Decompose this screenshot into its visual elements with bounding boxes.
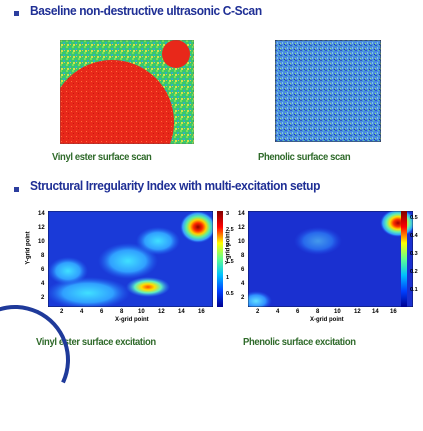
caption-phenolic-scan: Phenolic surface scan — [258, 151, 351, 163]
left-plot-ylabel: Y-grid point — [25, 231, 32, 265]
caption-vinyl-excitation: Vinyl ester surface excitation — [36, 336, 156, 348]
vinyl-ester-excitation-plot: Y-grid point 14 12 10 8 6 4 2 — [20, 205, 234, 335]
xtick: 12 — [354, 309, 361, 315]
ytick: 4 — [41, 281, 45, 287]
vinyl-ester-cscan-image — [50, 39, 195, 184]
right-plot-ylabel: Y-grid point — [225, 231, 232, 265]
right-contour-map — [248, 211, 413, 307]
xtick: 4 — [276, 309, 280, 315]
ytick: 2 — [241, 295, 245, 301]
vinyl-ester-cscan — [50, 39, 195, 184]
xtick: 8 — [316, 309, 320, 315]
ytick: 10 — [238, 239, 245, 245]
ytick: 4 — [241, 281, 245, 287]
cbtick: 1 — [226, 275, 230, 281]
cbtick: 0.2 — [410, 269, 418, 275]
cbtick: 2.5 — [226, 227, 234, 233]
cbtick: 2 — [226, 243, 230, 249]
ytick: 14 — [238, 211, 245, 217]
xtick: 16 — [390, 309, 397, 315]
left-contour-map — [48, 211, 213, 307]
ytick: 10 — [38, 239, 45, 245]
xtick: 16 — [198, 309, 205, 315]
cbtick: 3 — [226, 211, 230, 217]
ytick: 14 — [38, 211, 45, 217]
ytick: 6 — [41, 267, 45, 273]
xtick: 6 — [296, 309, 300, 315]
right-plot-xlabel: X-grid point — [310, 317, 344, 323]
section1-heading: Baseline non-destructive ultrasonic C-Sc… — [30, 3, 262, 18]
phenolic-cscan — [274, 39, 382, 143]
caption-vinyl-scan: Vinyl ester surface scan — [52, 151, 152, 163]
right-colorbar — [401, 211, 407, 307]
bullet-1 — [14, 11, 19, 16]
left-plot-xlabel: X-grid point — [115, 317, 149, 323]
phenolic-cscan-image — [274, 39, 382, 143]
xtick: 2 — [60, 309, 64, 315]
ytick: 2 — [41, 295, 45, 301]
cbtick: 0.5 — [410, 215, 418, 221]
left-colorbar — [217, 211, 223, 307]
cbtick: 0.4 — [410, 233, 418, 239]
caption-phenolic-excitation: Phenolic surface excitation — [243, 336, 356, 348]
cbtick: 0.3 — [410, 251, 418, 257]
bullet-2 — [14, 187, 19, 192]
section2-heading: Structural Irregularity Index with multi… — [30, 178, 321, 193]
xtick: 2 — [256, 309, 260, 315]
xtick: 10 — [334, 309, 341, 315]
xtick: 4 — [80, 309, 84, 315]
cbtick: 0.1 — [410, 287, 418, 293]
xtick: 8 — [120, 309, 124, 315]
ytick: 6 — [241, 267, 245, 273]
ytick: 8 — [41, 253, 45, 259]
xtick: 14 — [178, 309, 185, 315]
phenolic-excitation-plot: Y-grid point 14 12 10 8 6 4 2 — [220, 205, 420, 335]
ytick: 12 — [238, 225, 245, 231]
xtick: 14 — [372, 309, 379, 315]
ytick: 8 — [241, 253, 245, 259]
cbtick: 0.5 — [226, 291, 234, 297]
cbtick: 1.5 — [226, 259, 234, 265]
xtick: 12 — [158, 309, 165, 315]
ytick: 12 — [38, 225, 45, 231]
xtick: 10 — [138, 309, 145, 315]
xtick: 6 — [100, 309, 104, 315]
